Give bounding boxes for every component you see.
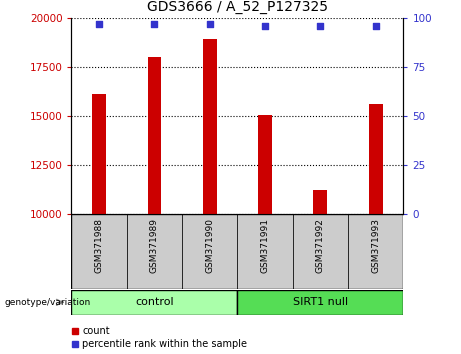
- Point: [151, 21, 158, 27]
- Bar: [182, 214, 237, 289]
- Legend: count, percentile rank within the sample: count, percentile rank within the sample: [72, 326, 248, 349]
- Bar: [71, 290, 237, 315]
- Text: GSM371993: GSM371993: [371, 218, 380, 273]
- Bar: [313, 190, 327, 354]
- Text: GSM371989: GSM371989: [150, 218, 159, 273]
- Text: control: control: [135, 297, 174, 307]
- Bar: [203, 39, 217, 354]
- Text: genotype/variation: genotype/variation: [5, 298, 91, 307]
- Title: GDS3666 / A_52_P127325: GDS3666 / A_52_P127325: [147, 0, 328, 14]
- Bar: [348, 214, 403, 289]
- Text: SIRT1 null: SIRT1 null: [293, 297, 348, 307]
- Bar: [258, 115, 272, 354]
- Bar: [148, 57, 161, 354]
- Point: [95, 21, 103, 27]
- Bar: [369, 104, 383, 354]
- Bar: [237, 214, 293, 289]
- Bar: [293, 214, 348, 289]
- Point: [372, 23, 379, 28]
- Text: GSM371990: GSM371990: [205, 218, 214, 273]
- Bar: [127, 214, 182, 289]
- Bar: [237, 290, 403, 315]
- Point: [317, 23, 324, 28]
- Text: GSM371991: GSM371991: [260, 218, 270, 273]
- Text: GSM371988: GSM371988: [95, 218, 104, 273]
- Text: GSM371992: GSM371992: [316, 218, 325, 273]
- Point: [206, 21, 213, 27]
- Bar: [92, 94, 106, 354]
- Point: [261, 23, 269, 28]
- Bar: [71, 214, 127, 289]
